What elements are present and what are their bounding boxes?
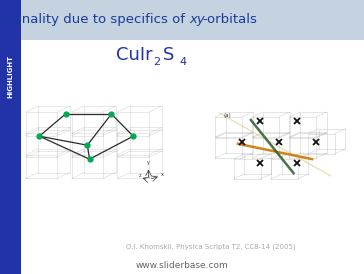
Text: -orbitals: -orbitals [202, 13, 257, 26]
Text: x: x [161, 172, 164, 177]
Text: y: y [147, 160, 150, 165]
FancyBboxPatch shape [0, 0, 21, 274]
Text: z: z [139, 173, 142, 178]
Text: CuIr: CuIr [116, 46, 153, 64]
Text: O.I. Khomskii, Physica Scripta T2, CC8-14 (2005): O.I. Khomskii, Physica Scripta T2, CC8-1… [126, 243, 296, 250]
Text: xy: xy [189, 13, 205, 26]
Text: 2: 2 [153, 57, 160, 67]
Text: HIGHLIGHT: HIGHLIGHT [8, 55, 13, 98]
Text: 4: 4 [179, 57, 187, 67]
Text: www.sliderbase.com: www.sliderbase.com [136, 261, 228, 270]
Text: Reduced dimensionality due to specifics of: Reduced dimensionality due to specifics … [0, 13, 189, 26]
FancyBboxPatch shape [21, 0, 364, 40]
Text: S: S [163, 46, 174, 64]
Text: (a): (a) [223, 113, 231, 118]
